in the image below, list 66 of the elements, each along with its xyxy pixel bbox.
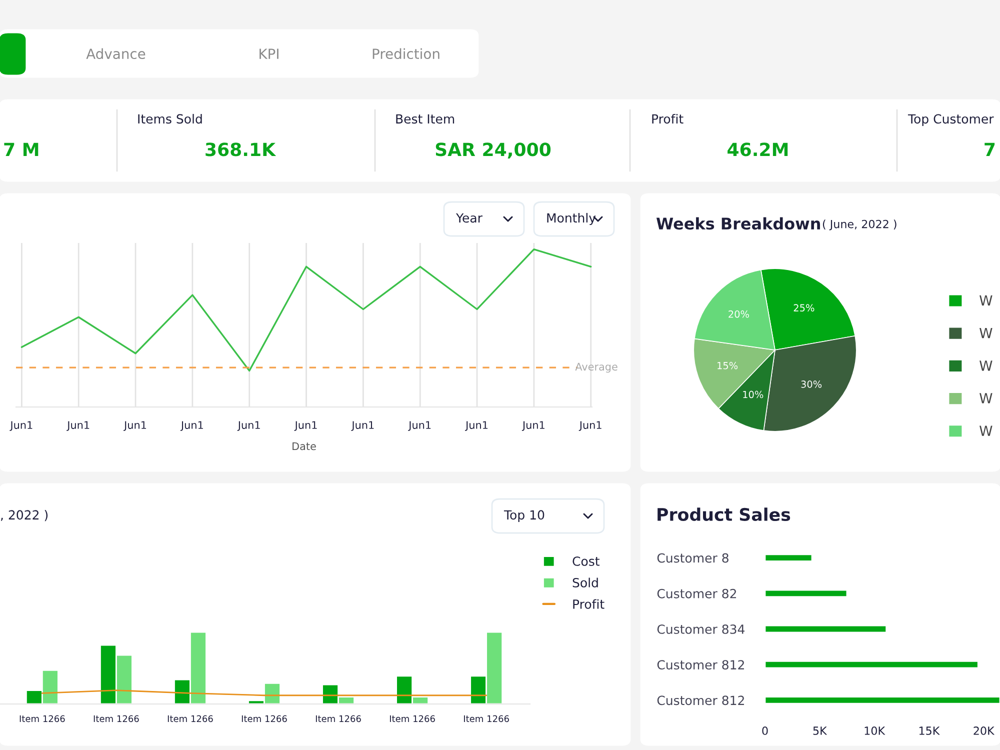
ref-line-label: Average xyxy=(575,362,618,373)
y-tick-label: Customer 812 xyxy=(657,696,744,706)
legend-label: W xyxy=(980,393,992,404)
x-tick-label: 0 xyxy=(762,726,768,735)
text: 7 xyxy=(984,142,995,156)
text: KPI xyxy=(260,48,278,59)
x-tick-label: Jun1 xyxy=(408,421,431,431)
chart-title: Product Sales xyxy=(658,508,790,522)
x-tick-label: Jun1 xyxy=(124,421,146,431)
x-tick-label: Jun1 xyxy=(237,421,260,431)
text: Prediction xyxy=(372,48,440,60)
x-tick-label: Item 1266 xyxy=(316,715,361,722)
x-tick-label: Jun1 xyxy=(522,421,544,431)
x-tick-label: Jun1 xyxy=(294,421,317,431)
y-tick-label: Customer 8 xyxy=(657,553,728,563)
bar xyxy=(765,624,888,634)
text: Year xyxy=(456,213,482,223)
text: Best Item xyxy=(396,114,454,124)
x-tick-label: Jun1 xyxy=(180,421,203,431)
text: 368.1K xyxy=(206,142,276,156)
text: SAR 24,000 xyxy=(436,142,551,159)
text: Monthly xyxy=(547,212,596,226)
x-tick-label: Item 1266 xyxy=(20,715,65,722)
x-tick-label: Item 1266 xyxy=(464,715,509,722)
text: Profit xyxy=(652,114,684,124)
legend-label: Cost xyxy=(572,556,600,566)
chart-title: , 2022 ) xyxy=(0,510,48,522)
bar xyxy=(765,554,813,562)
x-tick-label: Jun1 xyxy=(465,421,488,431)
x-tick-label: Jun1 xyxy=(578,421,602,431)
y-tick-label: Customer 82 xyxy=(657,588,736,598)
x-tick-label: 10K xyxy=(864,726,886,735)
x-tick-label: Jun1 xyxy=(66,421,90,431)
x-tick-label: 5K xyxy=(813,726,828,735)
x-tick-label: Item 1266 xyxy=(94,715,139,722)
legend-label: Sold xyxy=(572,578,598,588)
y-tick-label: Customer 812 xyxy=(657,660,744,670)
x-tick-label: 15K xyxy=(919,726,940,735)
y-tick-label: Customer 834 xyxy=(657,624,745,634)
text: Top 10 xyxy=(504,510,544,522)
data-label: 20% xyxy=(728,310,749,318)
legend-label: W xyxy=(980,328,992,338)
legend-label: W xyxy=(980,360,992,371)
data-label: 15% xyxy=(718,362,738,370)
x-tick-label: Item 1266 xyxy=(168,715,213,722)
x-axis-title: Date xyxy=(292,442,316,450)
legend-label: W xyxy=(980,426,992,436)
text: Top Customer xyxy=(908,114,994,126)
legend-label: W xyxy=(980,295,992,306)
data-label: 10% xyxy=(743,390,764,398)
text: 7 M xyxy=(4,142,38,156)
legend-label: Profit xyxy=(573,599,604,609)
text: 46.2M xyxy=(728,142,788,156)
x-tick-label: Jun1 xyxy=(10,421,32,431)
text: Advance xyxy=(86,48,146,60)
data-label: 30% xyxy=(801,380,822,388)
x-tick-label: 20K xyxy=(974,726,995,735)
x-tick-label: Item 1266 xyxy=(242,715,287,722)
text: Items Sold xyxy=(138,114,202,124)
x-tick-label: Jun1 xyxy=(351,421,374,431)
data-label: 25% xyxy=(794,304,814,312)
x-tick-label: Item 1266 xyxy=(390,715,435,722)
bar xyxy=(765,660,979,669)
chart-subtitle: ( June, 2022 ) xyxy=(822,220,896,230)
bar xyxy=(765,589,848,598)
chart-title: Weeks Breakdown xyxy=(656,217,820,230)
